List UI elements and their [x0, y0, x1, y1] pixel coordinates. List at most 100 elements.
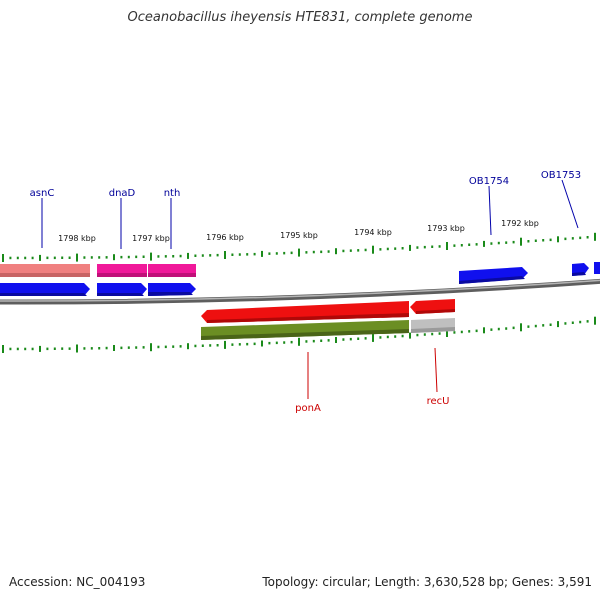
upper-tick-mark: [483, 240, 485, 247]
lower-tick-mark: [216, 344, 219, 347]
upper-tick-mark: [9, 256, 12, 260]
upper-tick-mark: [290, 251, 293, 255]
lower-tick-mark: [579, 320, 582, 324]
lower-tick-mark: [201, 344, 204, 347]
lower-tick-mark: [372, 333, 374, 342]
genome-backbone-highlight: [0, 279, 600, 302]
upper-tick-mark: [394, 247, 397, 250]
lower-tick-mark: [497, 327, 500, 331]
gene-label-asnC[interactable]: asnC: [30, 188, 55, 199]
tick-label-1793kbp: 1793 kbp: [427, 224, 465, 233]
upper-tick-mark: [364, 248, 367, 252]
upper-tick-mark: [16, 256, 19, 260]
upper-tick-mark: [150, 252, 152, 261]
upper-tick-mark: [246, 253, 249, 256]
lower-tick-mark: [120, 346, 123, 350]
tick-label-1794kbp: 1794 kbp: [354, 228, 392, 237]
cds-offscreen-forward[interactable]: [594, 262, 600, 274]
map-title: Oceanobacillus iheyensis HTE831, complet…: [127, 10, 473, 25]
upper-tick-mark: [453, 244, 456, 247]
upper-tick-mark: [586, 236, 589, 239]
tick-label-1797kbp: 1797 kbp: [132, 234, 170, 243]
upper-tick-mark: [327, 250, 330, 253]
lower-tick-mark: [98, 347, 101, 350]
gene-label-OB1754[interactable]: OB1754: [469, 176, 509, 187]
upper-tick-mark: [90, 256, 93, 259]
lower-tick-track: [2, 316, 596, 353]
upper-tick-mark: [401, 247, 404, 250]
cds-asnC-forward[interactable]: [0, 283, 90, 296]
lower-tick-mark: [157, 345, 160, 349]
upper-tick-mark: [31, 256, 34, 260]
lower-tick-mark: [512, 326, 515, 330]
lower-tick-mark: [557, 321, 559, 328]
cds-dnaD-forward[interactable]: [97, 283, 147, 296]
lower-tick-mark: [83, 347, 86, 350]
upper-tick-mark: [320, 250, 323, 254]
lower-tick-mark: [246, 342, 249, 346]
lower-tick-mark: [68, 347, 71, 350]
lower-tick-mark: [460, 330, 463, 334]
lower-tick-mark: [194, 344, 197, 348]
gene-label-OB1753[interactable]: OB1753: [541, 170, 581, 181]
lower-tick-mark: [379, 336, 382, 339]
lower-tick-mark: [483, 327, 485, 334]
lower-tick-mark: [46, 347, 49, 351]
lower-tick-mark: [283, 341, 286, 344]
lower-tick-mark: [453, 331, 456, 334]
lower-tick-mark: [268, 341, 271, 345]
lower-tick-mark: [549, 323, 552, 326]
gene-label-ponA[interactable]: ponA: [295, 403, 321, 414]
lower-tick-mark: [187, 343, 189, 350]
upper-tick-mark: [357, 249, 360, 252]
lower-tick-mark: [9, 347, 12, 351]
lower-tick-mark: [164, 345, 167, 349]
lower-tick-mark: [490, 328, 493, 331]
upper-tick-mark: [113, 254, 115, 261]
upper-tick-mark: [446, 242, 448, 250]
lower-tick-mark: [253, 342, 256, 346]
lower-tick-mark: [364, 337, 367, 340]
lower-tick-mark: [76, 344, 78, 353]
lower-tick-mark: [342, 338, 345, 341]
leader-line-OB1754: [488, 185, 492, 236]
lower-tick-mark: [16, 347, 19, 351]
upper-tick-mark: [497, 241, 500, 245]
lower-tick-mark: [542, 324, 545, 327]
lower-tick-mark: [275, 341, 278, 345]
upper-tick-mark: [386, 247, 389, 251]
upper-tick-mark: [135, 255, 138, 259]
tick-label-1796kbp: 1796 kbp: [206, 233, 244, 242]
upper-tick-mark: [409, 244, 411, 251]
gene-label-recU[interactable]: recU: [427, 396, 450, 407]
upper-tick-mark: [312, 250, 315, 254]
lower-tick-mark: [349, 337, 352, 341]
lower-tick-mark: [416, 333, 419, 337]
gene-label-nth[interactable]: nth: [164, 188, 181, 199]
lower-tick-mark: [401, 334, 404, 338]
upper-tick-mark: [520, 237, 522, 246]
gene-label-dnaD[interactable]: dnaD: [109, 188, 136, 199]
accession-text: Accession: NC_004193: [9, 575, 146, 589]
lower-tick-mark: [2, 345, 4, 353]
upper-tick-mark: [423, 245, 426, 249]
upper-tick-mark: [216, 253, 219, 257]
upper-tick-mark: [416, 246, 419, 249]
lower-tick-mark: [224, 340, 226, 349]
lower-tick-mark: [261, 340, 263, 347]
lower-tick-mark: [90, 347, 93, 350]
lower-tick-mark: [53, 347, 56, 350]
genome-stats-text: Topology: circular; Length: 3,630,528 bp…: [262, 575, 592, 589]
lower-tick-mark: [172, 345, 175, 348]
lower-tick-mark: [586, 320, 589, 323]
upper-tick-mark: [238, 253, 241, 256]
upper-tick-mark: [61, 256, 64, 259]
upper-tick-mark: [83, 256, 86, 259]
upper-tick-mark: [268, 252, 271, 255]
lower-tick-mark: [327, 339, 330, 342]
lower-tick-mark: [135, 346, 138, 349]
upper-tick-mark: [179, 254, 182, 258]
upper-tick-mark: [534, 239, 537, 242]
upper-tick-mark: [164, 255, 167, 258]
